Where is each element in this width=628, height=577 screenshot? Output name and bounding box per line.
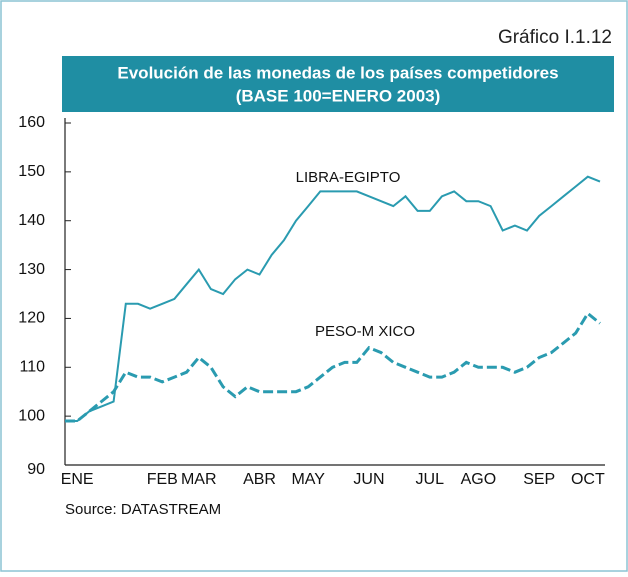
x-tick-label: SEP: [523, 471, 555, 488]
y-tick-label: 130: [18, 261, 45, 278]
series-line: [65, 175, 601, 422]
chart-subtitle: (BASE 100=ENERO 2003): [236, 86, 441, 105]
y-tick-label: 150: [18, 163, 45, 180]
y-tick-label: 140: [18, 212, 45, 229]
annotation: LIBRA-EGIPTO: [296, 169, 401, 186]
x-tick-label: OCT: [571, 471, 605, 488]
x-tick-label: MAY: [291, 471, 325, 488]
y-tick-label: 90: [27, 461, 45, 478]
x-tick-label: JUL: [416, 471, 445, 488]
y-tick-label: 160: [18, 114, 45, 131]
x-tick-label: JUN: [353, 471, 384, 488]
series-line: [65, 311, 601, 423]
y-tick-label: 110: [19, 359, 45, 376]
title-banner: [62, 56, 614, 112]
y-tick-label: 120: [18, 310, 45, 327]
x-tick-label: MAR: [181, 471, 217, 488]
x-tick-label: ABR: [243, 471, 276, 488]
x-tick-label: ENE: [61, 471, 94, 488]
annotation: PESO-M XICO: [315, 323, 415, 340]
figure-label: Gráfico I.1.12: [498, 27, 612, 48]
chart-title: Evolución de las monedas de los países c…: [117, 63, 558, 82]
x-tick-label: AGO: [461, 471, 497, 488]
x-tick-label: FEB: [147, 471, 178, 488]
y-tick-label: 100: [18, 407, 45, 424]
source: Source: DATASTREAM: [65, 501, 221, 518]
